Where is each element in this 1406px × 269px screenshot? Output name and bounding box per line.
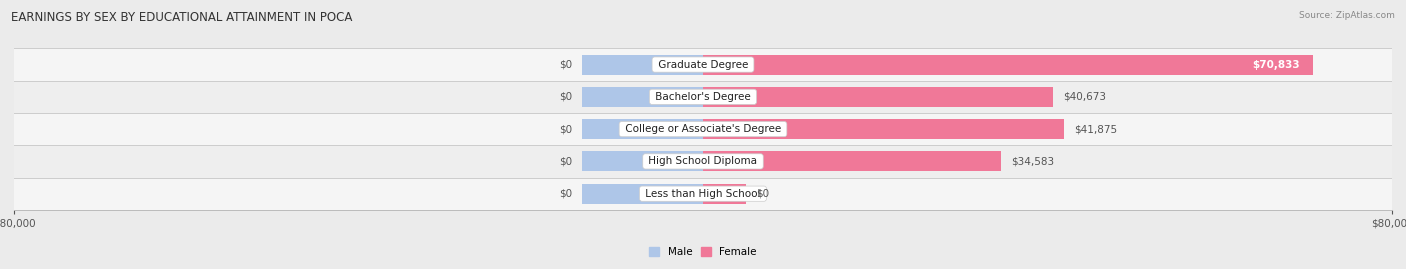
Bar [703, 151, 1001, 171]
Text: College or Associate's Degree: College or Associate's Degree [621, 124, 785, 134]
Bar [14, 145, 1392, 178]
Bar [14, 48, 1392, 81]
Bar [14, 178, 1392, 210]
Bar [703, 184, 747, 204]
Text: Bachelor's Degree: Bachelor's Degree [652, 92, 754, 102]
Bar [703, 87, 1053, 107]
Text: Graduate Degree: Graduate Degree [655, 59, 751, 70]
Bar [582, 87, 703, 107]
Text: $0: $0 [756, 189, 769, 199]
Bar [703, 119, 1063, 139]
Bar [14, 81, 1392, 113]
Bar [14, 113, 1392, 145]
Text: $0: $0 [560, 189, 572, 199]
Text: $70,833: $70,833 [1253, 59, 1301, 70]
Text: $0: $0 [560, 156, 572, 167]
Text: Source: ZipAtlas.com: Source: ZipAtlas.com [1299, 11, 1395, 20]
Text: $0: $0 [560, 124, 572, 134]
Bar [582, 119, 703, 139]
Text: Less than High School: Less than High School [643, 189, 763, 199]
Bar [582, 151, 703, 171]
Text: $0: $0 [560, 92, 572, 102]
Bar [703, 55, 1313, 75]
Text: $41,875: $41,875 [1074, 124, 1118, 134]
Text: EARNINGS BY SEX BY EDUCATIONAL ATTAINMENT IN POCA: EARNINGS BY SEX BY EDUCATIONAL ATTAINMEN… [11, 11, 353, 24]
Text: High School Diploma: High School Diploma [645, 156, 761, 167]
Text: $40,673: $40,673 [1063, 92, 1107, 102]
Text: $34,583: $34,583 [1011, 156, 1054, 167]
Bar [582, 55, 703, 75]
Legend: Male, Female: Male, Female [645, 243, 761, 261]
Text: $0: $0 [560, 59, 572, 70]
Bar [582, 184, 703, 204]
